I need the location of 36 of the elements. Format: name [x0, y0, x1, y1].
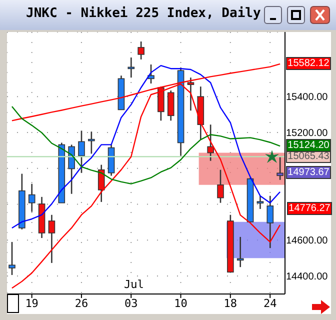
candlestick: [8, 241, 16, 276]
chart-title: JNKC - Nikkei 225 Index, Daily: [26, 6, 261, 21]
candlestick: [88, 130, 95, 154]
candlestick: [48, 214, 56, 264]
candlestick: [236, 236, 244, 268]
y-tick-label: 14600.00: [286, 236, 328, 247]
candlestick: [266, 195, 274, 249]
candlestick: [207, 124, 214, 162]
x-tick-label: 24: [263, 296, 278, 310]
line-series: [11, 64, 281, 229]
candlestick: [78, 130, 85, 174]
candlestick: [187, 76, 194, 112]
ref-line-label: 15065.43: [286, 150, 331, 163]
text: 14776.27: [287, 202, 332, 215]
x-tick-label: 10: [174, 296, 188, 310]
data-label: 15124.20: [286, 139, 331, 152]
y-tick-label: 15400.00: [286, 92, 328, 104]
data-label: 15582.12: [286, 56, 331, 70]
candlestick: [138, 40, 144, 60]
candlestick: [256, 195, 264, 210]
x-tick-label: 18: [224, 296, 238, 310]
text: 14973.67: [288, 167, 330, 178]
annotation: Jul: [124, 278, 144, 291]
candlestick: [167, 90, 174, 122]
y-tick-label: 15200.00: [286, 128, 328, 140]
candlestick: [68, 144, 75, 195]
candlestick: [98, 164, 105, 203]
candlestick: [276, 156, 284, 181]
candlestick: [28, 183, 36, 212]
candlestick: [217, 169, 224, 204]
candlestick: [148, 64, 154, 84]
x-tick-label: 19: [25, 296, 38, 310]
x-tick-label: 26: [74, 296, 88, 310]
y-tick-label: 14400.00: [286, 272, 328, 283]
x-tick-label: 03: [124, 296, 138, 310]
candlestick: [128, 56, 135, 78]
